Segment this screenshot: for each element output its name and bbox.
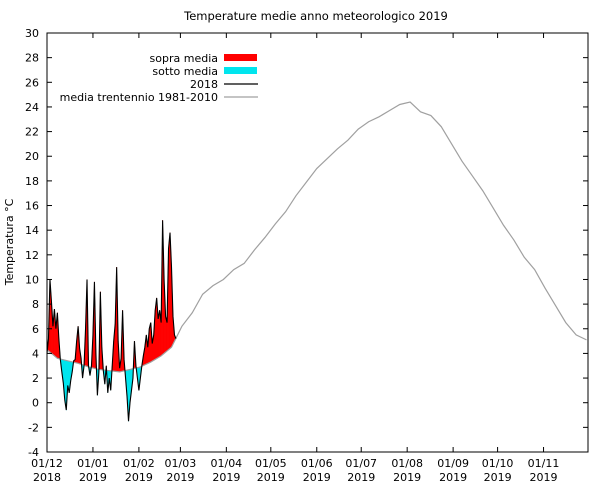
plot-frame [46, 32, 589, 453]
anomaly-fills [46, 220, 177, 422]
legend-swatch [224, 54, 257, 61]
x-tick-year-label: 2019 [166, 471, 194, 484]
x-tick-label: 01/11 [528, 457, 560, 470]
x-tick-label: 01/01 [77, 457, 109, 470]
x-tick-year-label: 2019 [530, 471, 558, 484]
x-tick-year-label: 2019 [257, 471, 285, 484]
y-tick-label: 14 [25, 224, 39, 237]
x-tick-label: 01/09 [437, 457, 469, 470]
x-tick-year-label: 2019 [439, 471, 467, 484]
x-tick-year-label: 2019 [347, 471, 375, 484]
legend-label: media trentennio 1981-2010 [60, 91, 218, 104]
y-tick-label: 28 [25, 52, 39, 65]
y-tick-label: 8 [32, 298, 39, 311]
y-tick-label: 18 [25, 175, 39, 188]
y-tick-label: 2 [32, 372, 39, 385]
x-tick-label: 01/02 [123, 457, 155, 470]
x-tick-year-label: 2019 [484, 471, 512, 484]
y-tick-label: 16 [25, 200, 39, 213]
chart-title: Temperature medie anno meteorologico 201… [183, 9, 448, 23]
y-tick-label: 10 [25, 273, 39, 286]
x-tick-year-label: 2019 [79, 471, 107, 484]
y-tick-label: 24 [25, 101, 39, 114]
x-tick-label: 01/07 [345, 457, 377, 470]
x-tick-label: 01/03 [165, 457, 197, 470]
y-axis-label: Temperatura °C [3, 198, 16, 286]
legend-label: sopra media [150, 52, 218, 65]
y-tick-label: 26 [25, 76, 39, 89]
x-tick-label: 01/06 [301, 457, 333, 470]
legend-label: sotto media [152, 65, 218, 78]
y-tick-label: 6 [32, 323, 39, 336]
legend-label: 2018 [190, 78, 218, 91]
normal-1981-2010-line [46, 101, 587, 373]
y-tick-label: 30 [25, 27, 39, 40]
x-tick-year-label: 2019 [393, 471, 421, 484]
x-tick-label: 01/12 [31, 457, 63, 470]
x-tick-year-label: 2019 [212, 471, 240, 484]
x-tick-year-label: 2019 [303, 471, 331, 484]
y-tick-label: 20 [25, 150, 39, 163]
legend-swatch [224, 67, 257, 74]
series-lines [46, 101, 587, 422]
x-tick-year-label: 2018 [33, 471, 61, 484]
x-tick-label: 01/10 [482, 457, 514, 470]
y-tick-label: -2 [28, 421, 39, 434]
x-tick-label: 01/05 [255, 457, 287, 470]
actual-2018-line [46, 220, 177, 422]
y-tick-label: -4 [28, 446, 39, 459]
y-tick-label: 4 [32, 347, 39, 360]
x-tick-year-label: 2019 [125, 471, 153, 484]
y-tick-label: 0 [32, 397, 39, 410]
axes: -4-202468101214161820222426283001/122018… [25, 27, 589, 484]
y-tick-label: 22 [25, 126, 39, 139]
x-tick-label: 01/04 [210, 457, 242, 470]
y-tick-label: 12 [25, 249, 39, 262]
x-tick-label: 01/08 [391, 457, 423, 470]
